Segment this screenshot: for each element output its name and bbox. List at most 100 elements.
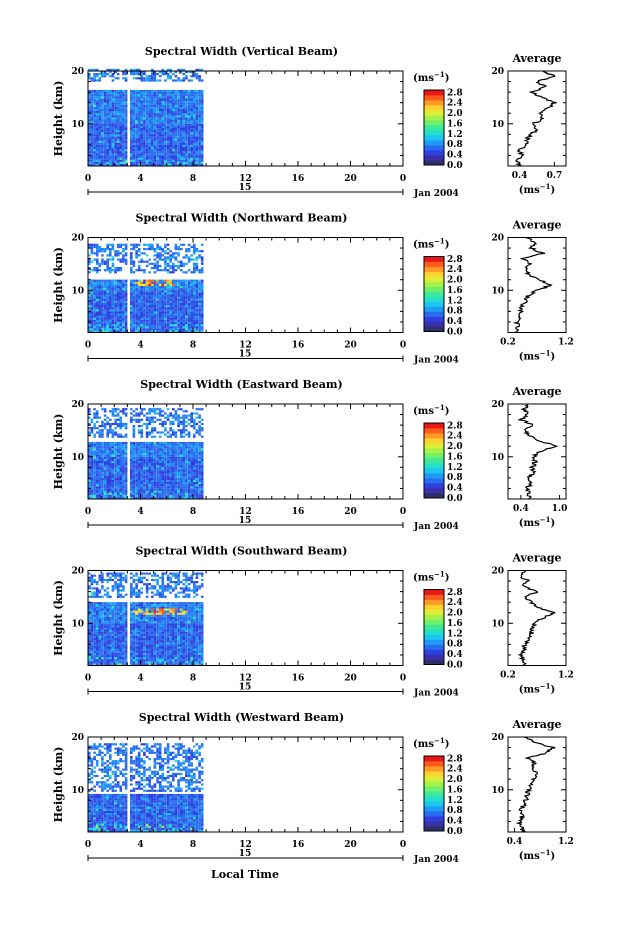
heatmap-cell — [164, 475, 167, 478]
heatmap-cell — [148, 298, 151, 301]
panel-title: Spectral Width (Northward Beam) — [136, 212, 348, 225]
heatmap-cell — [145, 454, 149, 457]
heatmap-cell — [185, 444, 188, 447]
heatmap-cell — [193, 448, 196, 451]
heatmap-cell — [106, 258, 109, 261]
heatmap-cell — [156, 125, 159, 128]
heatmap-cell — [177, 479, 180, 483]
day-label: 15 — [239, 183, 252, 193]
heatmap-cell — [143, 149, 146, 152]
heatmap-cell — [114, 119, 117, 122]
heatmap-cell — [161, 488, 165, 491]
heatmap-cell — [103, 157, 107, 160]
heatmap-cell — [190, 75, 193, 78]
heatmap-cell — [140, 104, 144, 107]
heatmap-cell — [193, 475, 196, 478]
heatmap-cell — [95, 254, 99, 257]
heatmap-cell — [177, 418, 180, 421]
heatmap-cell — [179, 94, 183, 97]
heatmap-cell — [137, 286, 141, 289]
heatmap-cell — [122, 115, 125, 118]
heatmap-cell — [182, 134, 186, 137]
heatmap-cell — [148, 317, 151, 320]
heatmap-cell — [114, 321, 117, 325]
heatmap-cell — [182, 243, 186, 246]
heatmap-cell — [185, 115, 188, 118]
heatmap-cell — [190, 144, 193, 147]
heatmap-cell — [195, 294, 199, 297]
heatmap-cell — [140, 418, 144, 421]
heatmap-cell — [169, 77, 172, 80]
heatmap-cell — [103, 492, 107, 495]
heatmap-cell — [166, 496, 170, 499]
heatmap-cell — [156, 262, 159, 265]
heatmap-cell — [116, 465, 120, 468]
heatmap-cell — [169, 458, 172, 461]
heatmap-cell — [135, 153, 138, 156]
heatmap-cell — [106, 294, 109, 297]
heatmap-cell — [93, 121, 96, 124]
average-y-tick-label: 20 — [491, 400, 504, 410]
heatmap-cell — [140, 119, 144, 122]
heatmap-cell — [177, 159, 180, 162]
heatmap-cell — [130, 100, 133, 103]
heatmap-cell — [90, 68, 94, 71]
heatmap-cell — [195, 467, 199, 470]
heatmap-cell — [132, 290, 136, 293]
heatmap-cell — [193, 119, 196, 122]
heatmap-cell — [151, 92, 154, 95]
heatmap-cell — [103, 155, 107, 158]
heatmap-cell — [132, 429, 136, 432]
heatmap-cell — [101, 149, 104, 152]
heatmap-cell — [135, 488, 138, 491]
heatmap-cell — [185, 496, 188, 499]
heatmap-cell — [93, 151, 96, 154]
heatmap-cell — [93, 149, 96, 152]
heatmap-cell — [143, 326, 146, 329]
heatmap-cell — [88, 458, 91, 461]
heatmap-cell — [166, 315, 170, 318]
heatmap-cell — [185, 463, 188, 466]
heatmap-cell — [158, 111, 162, 114]
heatmap-cell — [187, 302, 191, 306]
heatmap-cell — [169, 473, 172, 476]
heatmap-cell — [190, 465, 193, 468]
heatmap-cell — [187, 494, 191, 497]
heatmap-cell — [111, 161, 115, 164]
average-x-tick-label: 0.4 — [512, 171, 528, 181]
heatmap-cell — [169, 412, 172, 415]
heatmap-cell — [195, 313, 199, 316]
x-tick-label: 0 — [400, 174, 406, 184]
heatmap-cell — [145, 431, 149, 434]
heatmap-cell — [145, 321, 149, 325]
heatmap-cell — [174, 441, 178, 445]
heatmap-cell — [166, 300, 170, 303]
heatmap-cell — [114, 151, 117, 154]
heatmap-cell — [190, 326, 193, 329]
heatmap-cell — [198, 104, 201, 107]
heatmap-cell — [153, 142, 157, 145]
heatmap-cell — [148, 288, 151, 291]
heatmap-cell — [198, 292, 201, 295]
heatmap-cell — [90, 496, 94, 499]
colorbar-swatch — [424, 130, 444, 136]
heatmap-cell — [195, 486, 199, 489]
average-frame — [507, 237, 567, 333]
heatmap-cell — [119, 425, 123, 428]
heatmap-cell — [114, 313, 117, 316]
heatmap-cell — [172, 302, 175, 306]
heatmap-cell — [98, 142, 102, 145]
heatmap-cell — [174, 458, 178, 461]
heatmap-cell — [109, 311, 112, 314]
heatmap-cell — [169, 281, 172, 284]
heatmap-cell — [179, 89, 183, 93]
heatmap-cell — [111, 315, 115, 318]
heatmap-cell — [143, 108, 146, 112]
heatmap-cell — [198, 427, 201, 430]
heatmap-cell — [153, 283, 157, 287]
heatmap-cell — [193, 479, 196, 483]
heatmap-cell — [164, 471, 167, 474]
heatmap-cell — [193, 425, 196, 428]
heatmap-cell — [98, 446, 102, 449]
heatmap-cell — [111, 317, 115, 320]
